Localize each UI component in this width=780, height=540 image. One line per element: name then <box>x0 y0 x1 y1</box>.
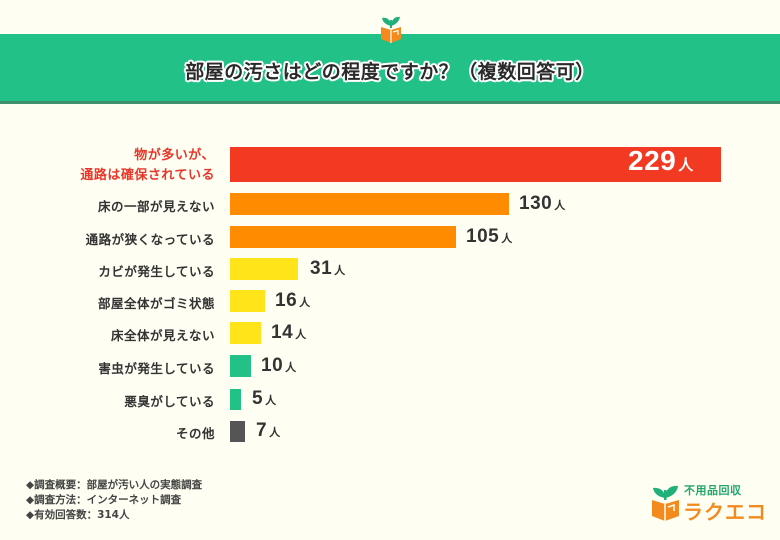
brand-logo: 不用品回収 ラクエコ <box>650 478 770 528</box>
survey-notes: ◆調査概要：部屋が汚い人の実態調査 ◆調査方法：インターネット調査 ◆有効回答数… <box>26 478 202 523</box>
category-label: 害虫が発生している <box>98 361 215 376</box>
category-label-line2: 通路は確保されている <box>80 168 215 183</box>
bar-2 <box>230 226 456 248</box>
bar-5 <box>230 322 261 344</box>
value-label: 10 人 <box>261 355 297 376</box>
category-label: 床の一部が見えない <box>97 199 215 214</box>
bar-3 <box>230 258 298 280</box>
bar-7 <box>230 389 241 410</box>
title-banner: 部屋の汚さはどの程度ですか？（複数回答可） <box>0 34 780 104</box>
category-label: カビが発生している <box>98 264 215 279</box>
sprout-box-logo-icon <box>381 16 401 43</box>
category-label: 床全体が見えない <box>110 328 215 343</box>
category-label: 通路が狭くなっている <box>85 232 215 247</box>
bar-6 <box>230 355 251 377</box>
bar-0 <box>230 147 721 182</box>
value-label: 16 人 <box>275 290 311 311</box>
chart-title: 部屋の汚さはどの程度ですか？（複数回答可） <box>185 61 595 83</box>
bar-1 <box>230 193 509 215</box>
bar-4 <box>230 290 265 312</box>
value-label: 229 人 <box>628 145 694 176</box>
value-label: 14 人 <box>271 322 307 343</box>
category-label: 悪臭がしている <box>124 394 215 409</box>
survey-overview-note: ◆調査概要：部屋が汚い人の実態調査 <box>26 479 203 491</box>
value-label: 31 人 <box>310 258 346 279</box>
value-label: 105 人 <box>466 226 513 247</box>
brand-name: ラクエコ <box>683 500 767 524</box>
survey-responses-note: ◆有効回答数：314人 <box>26 509 130 521</box>
category-label: 物が多いが、 通路は確保されている <box>80 146 215 186</box>
category-label: 部屋全体がゴミ状態 <box>97 296 215 311</box>
category-label-line1: 物が多いが、 <box>134 148 215 163</box>
survey-method-note: ◆調査方法：インターネット調査 <box>26 494 182 506</box>
brand-subtitle: 不用品回収 <box>684 484 742 497</box>
bar-8 <box>230 421 245 442</box>
sprout-box-icon <box>652 485 679 521</box>
category-label: その他 <box>175 426 215 441</box>
value-label: 130 人 <box>519 193 566 214</box>
